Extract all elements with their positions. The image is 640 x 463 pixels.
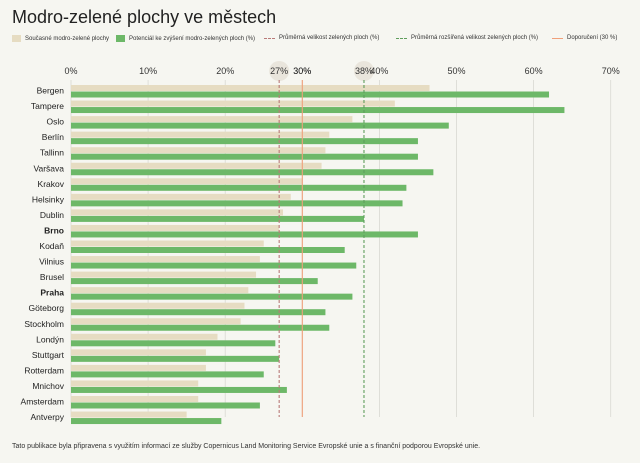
bar-potential <box>71 184 407 191</box>
bar-potential <box>71 122 449 129</box>
x-tick-label: 10% <box>139 66 157 76</box>
bar-potential <box>71 340 276 347</box>
bar-potential <box>71 107 565 114</box>
x-tick-label: 0% <box>64 66 77 76</box>
category-label: Bergen <box>37 86 65 96</box>
legend-label-avg: Průměrná velikost zelených ploch (%) <box>279 35 380 41</box>
category-label: Dublin <box>40 210 64 220</box>
category-label: Varšava <box>33 163 64 173</box>
legend-label-recommend: Doporučení (30 %) <box>567 35 618 41</box>
bar-potential <box>71 91 550 98</box>
category-label: Tallinn <box>40 148 64 158</box>
bar-current <box>71 318 241 325</box>
bar-current <box>71 131 330 138</box>
category-label: Mnichov <box>32 381 64 391</box>
legend-item-current: Současné modro-zelené plochy <box>12 35 109 42</box>
bar-chart: 0% 10% 20% 30% 40% 50% 60% 70% Bergen Tampere Oslo… <box>21 61 620 425</box>
legend-item-potential: Potenciál ke zvýšení modro-zelených ploc… <box>116 35 255 42</box>
bar-current <box>71 271 257 278</box>
legend-item-avg: Průměrná velikost zelených ploch (%) <box>264 35 379 41</box>
bar-potential <box>71 371 264 378</box>
bar-potential <box>71 247 345 253</box>
bar-current <box>71 333 218 340</box>
bar-potential <box>71 293 353 300</box>
footer-note: Tato publikace byla připravena s využití… <box>12 443 481 450</box>
bar-potential <box>71 200 403 207</box>
x-tick-label: 20% <box>216 66 234 76</box>
category-label: Tampere <box>31 101 64 111</box>
legend-item-recommend: Doporučení (30 %) <box>552 35 617 41</box>
bar-current <box>71 209 284 216</box>
category-label: Brusel <box>40 272 64 282</box>
bar-potential <box>71 278 318 285</box>
bar-potential <box>71 402 260 409</box>
x-tick-label: 60% <box>525 66 543 76</box>
bar-current <box>71 224 280 231</box>
reference-label-circle <box>353 61 374 81</box>
bar-current <box>71 193 291 200</box>
bar-current <box>71 116 353 123</box>
bar-current <box>71 256 260 263</box>
bar-current <box>71 302 245 309</box>
bar-current <box>71 240 264 247</box>
category-label: Brno <box>44 225 64 235</box>
category-label: Berlín <box>42 132 64 142</box>
x-tick-label: 70% <box>602 66 620 76</box>
bar-potential <box>71 386 287 393</box>
category-label: Stuttgart <box>32 350 65 360</box>
bar-current <box>71 85 430 91</box>
category-label: Kodaň <box>39 241 64 251</box>
legend-swatch-current <box>12 35 21 42</box>
bar-potential <box>71 355 280 362</box>
legend-line-avg-ext <box>396 37 407 39</box>
bar-current <box>71 380 199 387</box>
category-label: Rotterdam <box>24 365 64 375</box>
reference-label: 38% <box>355 66 373 76</box>
category-label: Helsinky <box>32 194 65 204</box>
bar-potential <box>71 169 434 176</box>
category-label: Praha <box>40 288 64 298</box>
bar-potential <box>71 324 330 331</box>
legend-label-avg-ext: Průměrná rozšířená velikost zelených plo… <box>411 35 539 41</box>
bar-current <box>71 178 303 185</box>
legend-label-potential: Potenciál ke zvýšení modro-zelených ploc… <box>129 35 256 42</box>
reference-label: 27% <box>270 66 288 76</box>
bar-potential <box>71 215 364 222</box>
bar-potential <box>71 138 418 145</box>
bar-current <box>71 364 206 371</box>
bar-current <box>71 411 187 418</box>
bar-potential <box>71 309 326 316</box>
category-label: Vilnius <box>39 257 64 267</box>
legend-line-recommend <box>552 37 563 39</box>
x-tick-label: 30% <box>293 66 311 76</box>
bar-current <box>71 396 199 402</box>
bar-current <box>71 349 206 356</box>
category-label: Oslo <box>47 117 65 127</box>
category-label: Amsterdam <box>21 397 64 407</box>
bar-potential <box>71 418 222 425</box>
bar-potential <box>71 153 418 160</box>
category-label: Stockholm <box>24 319 64 329</box>
category-label: Antverpy <box>30 412 64 422</box>
reference-label-circle <box>269 61 290 81</box>
bar-current <box>71 147 326 154</box>
bar-potential <box>71 262 357 269</box>
chart-legend: Současné modro-zelené plochy Potenciál k… <box>12 35 632 47</box>
category-label: Göteborg <box>29 303 65 313</box>
page-title: Modro-zelené plochy ve městech <box>12 7 277 27</box>
bar-potential <box>71 231 418 238</box>
bar-current <box>71 162 322 169</box>
x-tick-label: 40% <box>370 66 388 76</box>
reference-label: 30% <box>293 66 311 76</box>
legend-label-current: Současné modro-zelené plochy <box>25 35 110 42</box>
x-tick-label: 50% <box>447 66 465 76</box>
category-label: Londýn <box>36 334 64 344</box>
legend-item-avg-ext: Průměrná rozšířená velikost zelených plo… <box>396 35 538 41</box>
category-label: Krakov <box>38 179 65 189</box>
bar-current <box>71 287 249 294</box>
legend-line-avg <box>264 37 275 39</box>
legend-swatch-potential <box>116 35 125 42</box>
bar-current <box>71 100 395 107</box>
